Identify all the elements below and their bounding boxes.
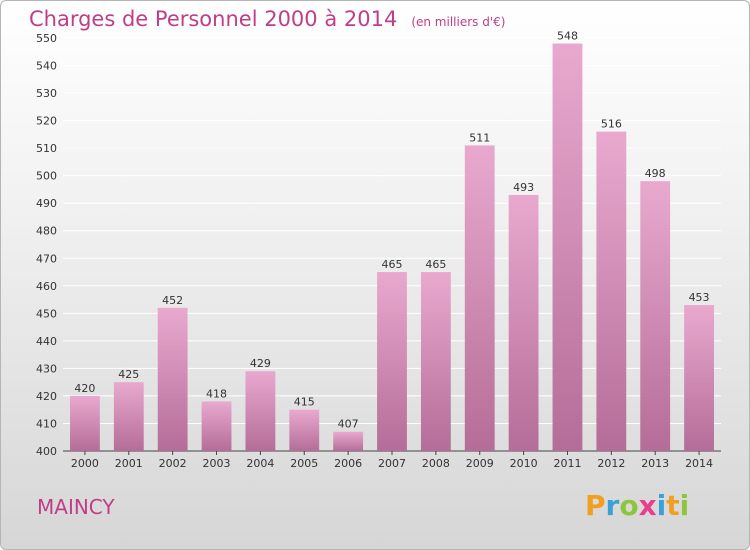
y-tick-label: 450 [36, 307, 57, 320]
bar-2007 [377, 272, 407, 451]
y-tick-label: 420 [36, 390, 57, 403]
x-tick-label-2013: 2013 [641, 457, 669, 470]
logo-letter: P [585, 489, 606, 522]
bars [70, 43, 714, 452]
data-label-2005: 415 [294, 396, 315, 409]
y-axis: 400 410 420 430 440 450 460 470 480 490 500 510 520 5… [36, 32, 57, 458]
bar-2006 [333, 431, 364, 451]
y-tick-label: 520 [36, 115, 57, 128]
x-tick-label-2006: 2006 [334, 457, 362, 470]
x-tick-label-2003: 2003 [203, 457, 231, 470]
x-tick-label-2002: 2002 [159, 457, 187, 470]
data-label-2006: 407 [338, 418, 359, 431]
chart-title: Charges de Personnel 2000 à 2014 (en mill… [29, 7, 505, 31]
proxiti-logo[interactable]: Proxiti [585, 489, 689, 522]
bar-2001 [113, 382, 144, 451]
x-tick-label-2005: 2005 [290, 457, 318, 470]
data-label-2004: 429 [250, 357, 271, 370]
y-tick-label: 480 [36, 225, 57, 238]
x-tick-label-2008: 2008 [422, 457, 450, 470]
y-tick-label: 500 [36, 170, 57, 183]
logo-letter: i [656, 489, 667, 522]
bar-2009 [464, 145, 495, 451]
y-tick-label: 430 [36, 362, 57, 375]
y-tick-label: 410 [36, 417, 57, 430]
y-tick-label: 490 [36, 197, 57, 210]
bar-2004 [245, 371, 276, 451]
title-unit: (en milliers d'€) [411, 15, 506, 29]
logo-letter: x [638, 489, 657, 522]
data-label-2001: 425 [118, 368, 139, 381]
y-tick-label: 510 [36, 142, 57, 155]
bar-2014 [684, 305, 714, 451]
x-tick-label-2001: 2001 [115, 457, 143, 470]
commune-name: MAINCY [37, 495, 115, 519]
y-tick-label: 550 [36, 32, 57, 45]
data-label-2002: 452 [162, 294, 183, 307]
x-tick-label-2004: 2004 [246, 457, 274, 470]
bar-2003 [201, 401, 232, 451]
data-label-2007: 465 [382, 258, 403, 271]
data-label-2012: 516 [601, 118, 622, 131]
data-label-2014: 453 [689, 291, 710, 304]
title-text: Charges de Personnel 2000 à 2014 [29, 7, 398, 31]
bar-2011 [552, 43, 583, 452]
data-labels: 420 425 452 418 429 415 407 465 465 511 493 548 516 4… [74, 30, 709, 431]
data-label-2003: 418 [206, 387, 227, 400]
x-tick-label-2009: 2009 [466, 457, 494, 470]
data-label-2009: 511 [469, 131, 490, 144]
data-label-2010: 493 [513, 181, 534, 194]
bar-2013 [640, 181, 671, 451]
y-tick-label: 530 [36, 87, 57, 100]
x-tick-label-2010: 2010 [510, 457, 538, 470]
y-tick-label: 440 [36, 335, 57, 348]
data-label-2008: 465 [425, 258, 446, 271]
x-tick-label-2011: 2011 [553, 457, 581, 470]
data-label-2011: 548 [557, 30, 578, 43]
logo-letter: r [605, 489, 620, 522]
y-tick-label: 460 [36, 280, 57, 293]
y-tick-label: 400 [36, 445, 57, 458]
x-tick-label-2000: 2000 [71, 457, 99, 470]
x-tick-label-2014: 2014 [685, 457, 713, 470]
logo-letter: o [619, 489, 639, 522]
bar-2008 [420, 272, 451, 451]
y-tick-label: 470 [36, 252, 57, 265]
bar-2005 [289, 409, 320, 451]
logo-letter: i [679, 489, 690, 522]
x-tick-label-2007: 2007 [378, 457, 406, 470]
x-tick-label-2012: 2012 [597, 457, 625, 470]
bar-2010 [508, 194, 539, 451]
y-tick-label: 540 [36, 60, 57, 73]
bar-2012 [596, 131, 627, 451]
x-axis: 2000 2001 2002 2003 2004 2005 2006 2007 2008 2009… [71, 451, 713, 470]
logo-letter: t [666, 489, 680, 522]
bar-2000 [70, 395, 100, 451]
bar-2002 [157, 307, 188, 451]
data-label-2013: 498 [645, 167, 666, 180]
data-label-2000: 420 [74, 382, 95, 395]
